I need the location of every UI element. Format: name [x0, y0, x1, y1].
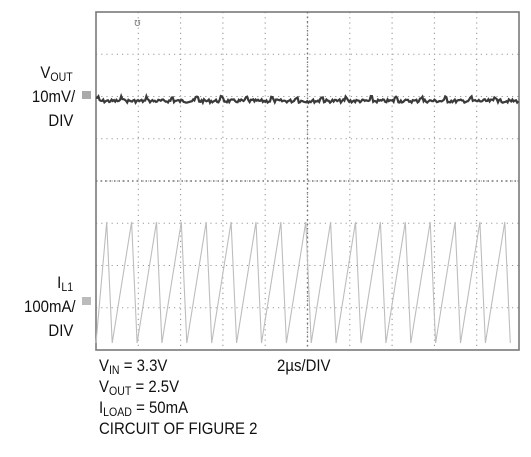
il1-scale-unit: DIV [48, 321, 73, 340]
vout-label: VOUT [40, 63, 73, 84]
vout-trace [95, 92, 520, 106]
il1-trace [95, 221, 511, 344]
vout-scale: 10mV/ [31, 87, 75, 106]
test-conditions: VIN = 3.3V VOUT = 2.5V ILOAD = 50mA CIRC… [99, 355, 257, 439]
condition-vin: VIN = 3.3V [99, 356, 168, 377]
condition-vout: VOUT = 2.5V [99, 377, 180, 398]
condition-iload: ILOAD = 50mA [99, 398, 189, 419]
plot-frame [95, 11, 520, 351]
condition-circuit: CIRCUIT OF FIGURE 2 [99, 419, 258, 438]
ch2-marker [82, 297, 91, 305]
vout-scale-unit: DIV [48, 111, 73, 130]
il1-label: IL1 [57, 273, 73, 294]
il1-scale: 100mA/ [24, 297, 76, 316]
trigger-marker: ʊ [134, 16, 141, 29]
grid [96, 12, 519, 350]
ch1-marker [82, 91, 91, 99]
timebase-label: 2µs/DIV [277, 356, 331, 375]
channel-markers: ʊ [82, 16, 141, 305]
